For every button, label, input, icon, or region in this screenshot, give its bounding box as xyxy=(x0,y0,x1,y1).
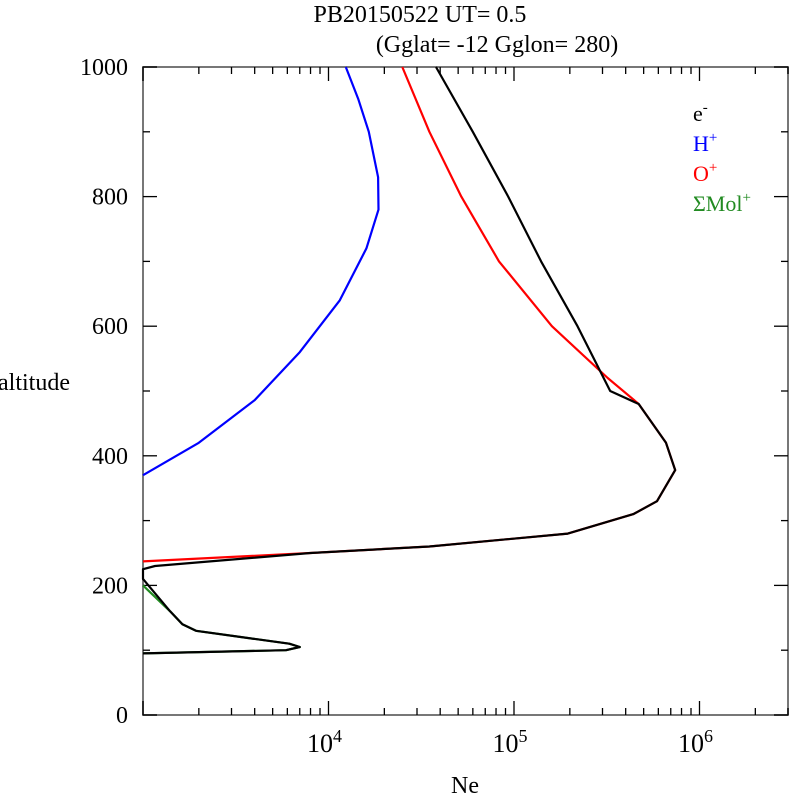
series-line-e xyxy=(141,66,677,655)
series-line-mol xyxy=(142,584,301,655)
chart-title: PB20150522 UT= 0.5 xyxy=(314,2,527,28)
y-tick-label: 400 xyxy=(92,444,128,470)
legend-item: ΣMol+ xyxy=(693,190,751,216)
legend-item: O+ xyxy=(693,160,717,186)
plot-frame xyxy=(142,66,789,716)
x-tick-label: 105 xyxy=(492,726,527,758)
y-tick-label: 800 xyxy=(92,185,128,211)
y-axis-label: altitude xyxy=(0,370,70,396)
series-line-o xyxy=(142,66,677,563)
x-axis-label: Ne xyxy=(451,773,479,796)
x-tick-label: 106 xyxy=(678,726,713,758)
y-tick-label: 200 xyxy=(92,573,128,599)
series-line-h xyxy=(142,66,380,477)
y-tick-label: 600 xyxy=(92,314,128,340)
chart-subtitle: (Gglat= -12 Gglon= 280) xyxy=(376,32,618,58)
legend-item: H+ xyxy=(693,130,717,156)
y-tick-label: 0 xyxy=(116,703,128,729)
y-tick-label: 1000 xyxy=(80,55,128,81)
legend-item: e- xyxy=(693,100,708,126)
x-tick-label: 104 xyxy=(307,726,342,758)
